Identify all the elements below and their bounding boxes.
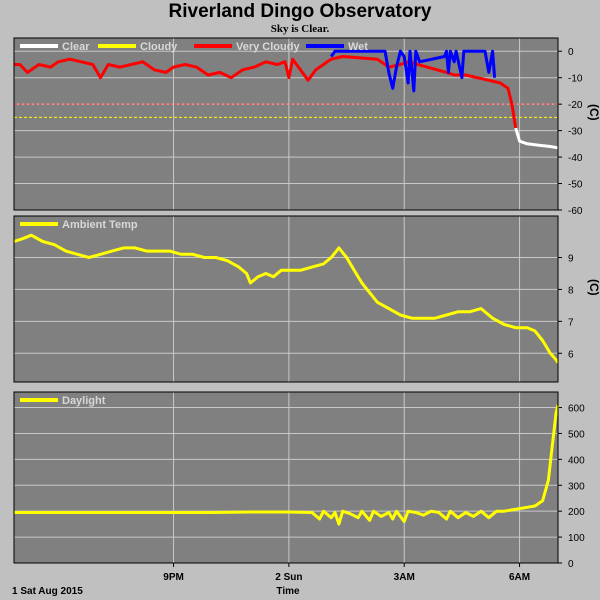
plot-frame [13,391,559,564]
x-axis-label: Time [276,586,300,597]
legend-label: Daylight [62,395,106,407]
y-tick-label: 400 [568,455,585,466]
y-tick-label: -50 [568,180,583,191]
series-line-daylight [14,404,560,526]
plot-frame [13,215,559,383]
panel-2: 9 8 7 6 (C) Ambient Temp [13,215,600,383]
page-subtitle: Sky is Clear. [270,23,330,35]
y-tick-label: -40 [568,153,583,164]
y-tick-label: -20 [568,100,583,111]
series-line-very-cloudy [14,55,518,129]
series-line-wet [329,49,497,93]
y-unit-label: (C) [587,104,600,121]
y-tick-label: -30 [568,127,583,138]
y-tick-label: -60 [568,206,583,217]
y-tick-label: -10 [568,74,583,85]
y-tick-label: 500 [568,429,585,440]
y-tick-label: 0 [568,559,574,570]
y-tick-label: 300 [568,481,585,492]
x-tick-label: 3AM [394,572,415,583]
series-line-clear [514,127,559,150]
y-tick-label: 200 [568,507,585,518]
y-tick-label: 8 [568,285,574,296]
legend-label: Ambient Temp [62,219,138,231]
y-tick-label: 9 [568,254,574,265]
y-tick-label: 7 [568,317,574,328]
panel-3: 600 500 400 300 200 100 0 Daylight [13,391,585,570]
legend-label: Clear [62,41,90,53]
y-tick-label: 6 [568,349,574,360]
panel-1: 0 -10 -20 -30 -40 -50 -60 (C) Clear Cloudy Very Cl… [13,37,600,217]
page-title: Riverland Dingo Observatory [168,1,432,22]
x-tick-label: 9PM [163,572,184,583]
x-tick-label: 6AM [509,572,530,583]
legend-label: Cloudy [140,41,178,53]
y-tick-label: 100 [568,533,585,544]
series-line-ambient-temp [13,233,560,364]
y-unit-label: (C) [587,279,600,296]
x-start-label: 1 Sat Aug 2015 [12,586,83,597]
y-tick-label: 0 [568,47,574,58]
x-tick-label: 2 Sun [275,572,302,583]
plot-frame [13,37,559,211]
plot-area [14,392,558,563]
legend-label: Wet [348,41,368,53]
legend-label: Very Cloudy [236,41,300,53]
plot-area [14,216,558,382]
y-tick-label: 600 [568,404,585,415]
